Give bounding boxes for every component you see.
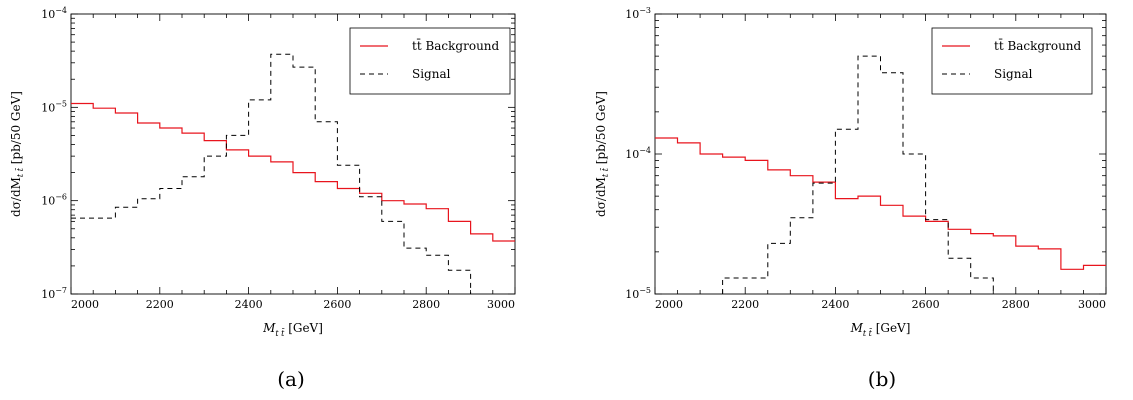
legend-label-background: tt̄ Background — [412, 37, 500, 53]
legend-label-background: tt̄ Background — [994, 37, 1082, 53]
panel-caption: (a) — [277, 367, 305, 391]
legend-box — [931, 27, 1093, 95]
y-tick-label: 10−3 — [625, 6, 651, 21]
x-tick-label: 2200 — [731, 298, 759, 311]
x-tick-label: 3000 — [1078, 298, 1106, 311]
x-tick-label: 2000 — [71, 298, 99, 311]
signal-series-line — [722, 55, 994, 294]
legend: tt̄ Background Signal — [349, 27, 511, 95]
x-tick-label: 2000 — [655, 298, 683, 311]
x-tick-label: 3000 — [487, 298, 515, 311]
y-tick-label: 10−4 — [41, 6, 67, 21]
x-axis-label: Mt t̄ [GeV] — [262, 321, 323, 338]
x-tick-label: 2800 — [1002, 298, 1030, 311]
x-tick-label: 2600 — [912, 298, 940, 311]
x-tick-label: 2400 — [821, 298, 849, 311]
y-tick-label: 10−5 — [41, 99, 67, 114]
legend-label-signal: Signal — [412, 67, 451, 81]
y-axis-label: dσ/dMt t̄ [pb/50 GeV] — [594, 91, 610, 217]
panel-caption: (b) — [868, 367, 896, 391]
x-tick-label: 2400 — [235, 298, 263, 311]
chart-panel-2: 2000 2200 2400 2600 2800 3000 10−5 10−4 10−3 Mt t… — [594, 6, 1107, 391]
legend-label-signal: Signal — [994, 67, 1033, 81]
x-axis-label: Mt t̄ [GeV] — [850, 321, 911, 338]
chart-panel-1: 2000 2200 2400 2600 2800 3000 10−7 10−6 10−5 10−4… — [9, 6, 516, 391]
y-axis-label: dσ/dMt t̄ [pb/50 GeV] — [9, 91, 25, 217]
legend-box — [349, 27, 511, 95]
y-tick-label: 10−5 — [625, 286, 651, 301]
background-series-line — [655, 137, 1106, 270]
x-tick-label: 2800 — [412, 298, 440, 311]
legend: tt̄ Background Signal — [931, 27, 1093, 95]
signal-series-line — [71, 53, 472, 294]
background-series-line — [71, 102, 515, 242]
y-tick-label: 10−4 — [625, 146, 651, 161]
y-tick-label: 10−7 — [41, 286, 67, 301]
x-tick-label: 2600 — [323, 298, 351, 311]
x-tick-label: 2200 — [146, 298, 174, 311]
y-tick-label: 10−6 — [41, 193, 67, 208]
